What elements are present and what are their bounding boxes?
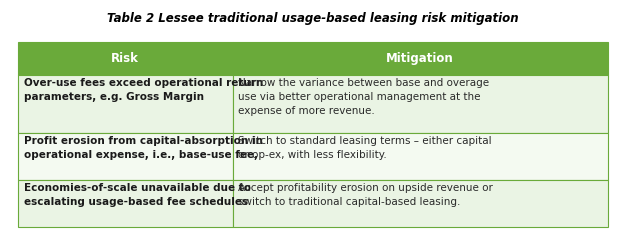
Bar bbox=[233, 75, 608, 133]
Text: Narrow the variance between base and overage
use via better operational manageme: Narrow the variance between base and ove… bbox=[238, 78, 489, 116]
Bar bbox=[18, 75, 233, 133]
Bar bbox=[233, 180, 608, 227]
Text: Profit erosion from capital-absorption in
operational expense, i.e., base-use fe: Profit erosion from capital-absorption i… bbox=[24, 136, 262, 160]
Bar bbox=[233, 133, 608, 180]
Text: Economies-of-scale unavailable due to
escalating usage-based fee schedules: Economies-of-scale unavailable due to es… bbox=[24, 183, 251, 207]
Text: Table 2 Lessee traditional usage-based leasing risk mitigation: Table 2 Lessee traditional usage-based l… bbox=[107, 12, 518, 25]
Bar bbox=[18, 42, 233, 75]
Bar bbox=[18, 180, 233, 227]
Text: Risk: Risk bbox=[111, 52, 139, 65]
Bar bbox=[18, 133, 233, 180]
Bar bbox=[233, 42, 608, 75]
Text: Mitigation: Mitigation bbox=[386, 52, 454, 65]
Text: Switch to standard leasing terms – either capital
or op-ex, with less flexibilit: Switch to standard leasing terms – eithe… bbox=[238, 136, 491, 160]
Text: Accept profitability erosion on upside revenue or
switch to traditional capital-: Accept profitability erosion on upside r… bbox=[238, 183, 492, 207]
Text: Over-use fees exceed operational return
parameters, e.g. Gross Margin: Over-use fees exceed operational return … bbox=[24, 78, 263, 102]
